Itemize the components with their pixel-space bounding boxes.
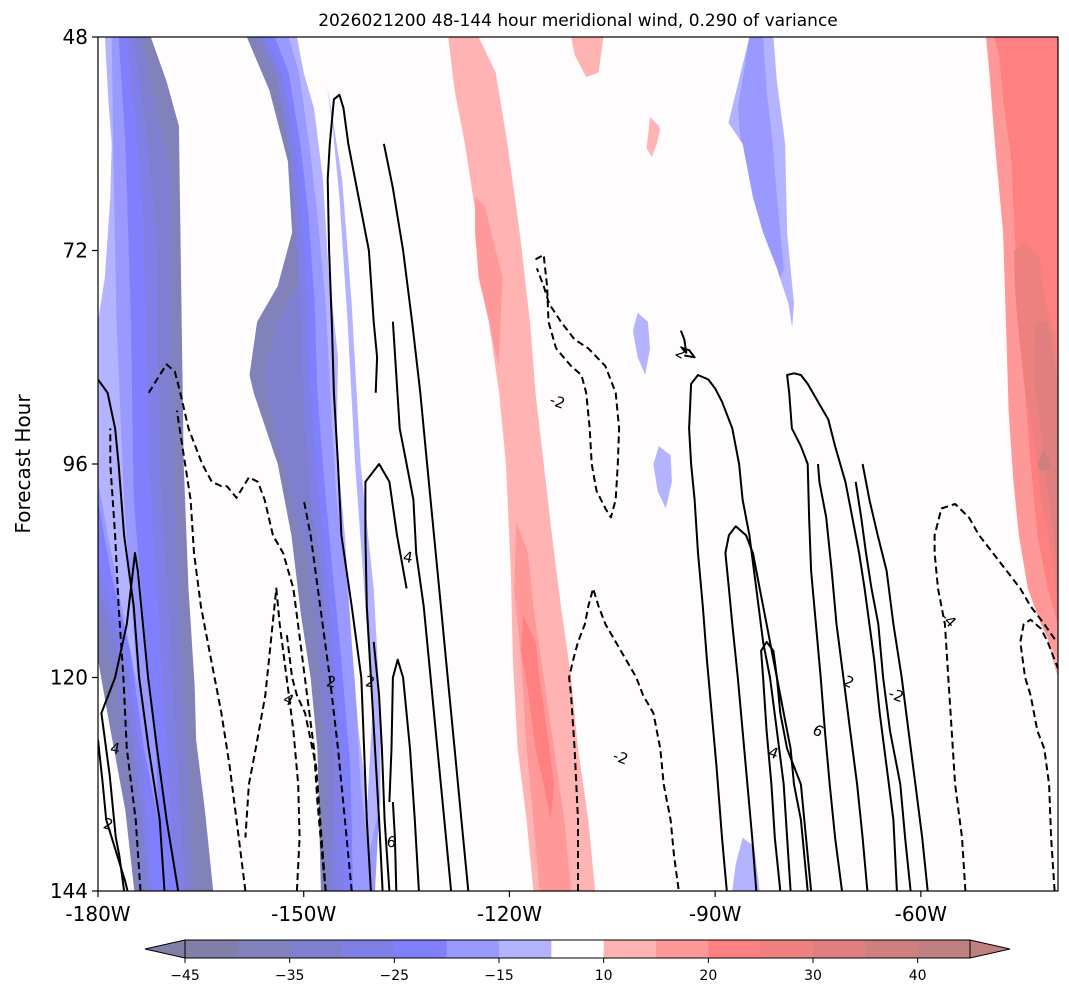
filled-region-level-7 xyxy=(612,37,808,891)
colorbar-segment xyxy=(342,940,395,958)
filled-region-level-7 xyxy=(296,37,373,802)
contour-line-pos4 xyxy=(388,658,420,891)
contour-line-pos2 xyxy=(364,463,408,891)
contour-line-pos2 xyxy=(688,374,792,891)
colorbar-tick-label: 20 xyxy=(699,968,717,984)
colorbar-extend-max xyxy=(969,939,1011,959)
x-tick-label: -60W xyxy=(895,902,948,926)
contour-line-neg2 xyxy=(535,253,621,519)
colorbar-tick-label: −15 xyxy=(484,968,514,984)
filled-region-level-5 xyxy=(274,37,381,891)
contour-line-neg2 xyxy=(147,363,327,891)
contour-line-neg2 xyxy=(302,499,353,891)
contour-line-pos2 xyxy=(109,428,142,891)
chart-title: 2026021200 48-144 hour meridional wind, … xyxy=(318,11,838,31)
contour-line-pos2 xyxy=(861,463,929,891)
y-axis-label: Forecast Hour xyxy=(11,394,35,534)
colorbar-segment xyxy=(499,940,552,958)
y-axis: 48 72 96 120 144 xyxy=(50,25,98,903)
contour-label: 6 xyxy=(385,832,398,851)
colorbar-tick-label: 40 xyxy=(909,968,927,984)
contour-line-pos6 xyxy=(391,801,398,891)
contour-label: -2 xyxy=(610,747,630,769)
colorbar-segment xyxy=(917,940,971,958)
contour-line-pos4 xyxy=(817,463,869,891)
x-tick-label: -120W xyxy=(477,902,542,926)
x-axis: -180W -150W -120W -90W -60W xyxy=(65,891,947,926)
colorbar-segment xyxy=(813,940,866,958)
colorbar: −45 −35 −25 −15 10 20 30 40 xyxy=(144,939,1011,984)
contour-line-pos2 xyxy=(786,372,898,891)
colorbar-segment xyxy=(446,940,500,958)
filled-region-level-6 xyxy=(632,312,650,375)
colorbar-extend-min xyxy=(144,939,186,959)
colorbar-segment xyxy=(394,940,448,958)
colorbar-segment xyxy=(237,940,291,958)
colorbar-segment xyxy=(185,940,238,958)
contour-label: -2 xyxy=(547,391,567,413)
contour-line-pos2 xyxy=(98,378,166,891)
plot-background xyxy=(98,37,1058,891)
colorbar-tick-label: −45 xyxy=(170,968,200,984)
contour-line-pos4 xyxy=(372,641,391,891)
contour-line-pos2 xyxy=(382,143,470,891)
contour-label: 4 xyxy=(109,739,122,758)
contour-line-pos6 xyxy=(854,481,912,891)
colorbar-segment xyxy=(656,940,709,958)
filled-region-level-8 xyxy=(571,37,604,77)
colorbar-tick-label: −35 xyxy=(275,968,305,984)
filled-region-level-5 xyxy=(737,37,784,295)
y-tick-label: 120 xyxy=(50,666,88,690)
contour-line-neg2 xyxy=(933,503,1058,891)
filled-region-level-7 xyxy=(98,37,112,322)
contour-line-pos6 xyxy=(760,640,813,891)
contour-label: -2 xyxy=(886,684,906,706)
contour-line-neg4 xyxy=(175,410,247,891)
filled-region-level-13 xyxy=(1037,450,1052,472)
contour-line-pos2 xyxy=(326,93,379,891)
y-tick-label: 48 xyxy=(63,25,88,49)
y-tick-label: 144 xyxy=(50,879,88,903)
colorbar-segment xyxy=(289,940,343,958)
contour-line-pos2 xyxy=(100,552,180,891)
contour-line-pos2 xyxy=(679,330,696,359)
contour-label: 2 xyxy=(101,814,115,834)
colorbar-tick-label: −25 xyxy=(380,968,410,984)
contour-label: 4 xyxy=(402,548,415,567)
filled-region-level-6 xyxy=(653,446,672,509)
filled-region-level-9 xyxy=(475,197,503,367)
contour-line-neg2 xyxy=(568,587,680,891)
colorbar-segment xyxy=(551,940,605,958)
x-tick-label: -90W xyxy=(689,902,742,926)
contour-line-neg4 xyxy=(1019,618,1058,891)
colorbar-segment xyxy=(603,940,657,958)
filled-region-level-12 xyxy=(1033,321,1058,571)
contour-line-pos4 xyxy=(724,525,809,891)
colorbar-tick-label: 30 xyxy=(804,968,822,984)
contour-line-pos4 xyxy=(391,321,453,891)
colorbar-tick-label: 10 xyxy=(595,968,613,984)
filled-region-level-10 xyxy=(521,615,554,820)
x-tick-label: -180W xyxy=(65,902,130,926)
colorbar-frame xyxy=(184,939,971,959)
colorbar-segment xyxy=(708,940,762,958)
y-tick-label: 72 xyxy=(63,239,88,263)
colorbar-segment xyxy=(760,940,814,958)
contour-line-neg4 xyxy=(285,632,327,891)
colorbar-segment xyxy=(865,940,919,958)
contour-label: 2 xyxy=(364,672,377,691)
y-tick-label: 96 xyxy=(63,452,88,476)
filled-region-level-7 xyxy=(638,37,646,46)
contour-label: 2 xyxy=(325,672,338,691)
contour-lines xyxy=(98,93,1058,891)
x-tick-label: -150W xyxy=(271,902,336,926)
contour-line-pos4 xyxy=(98,739,129,891)
